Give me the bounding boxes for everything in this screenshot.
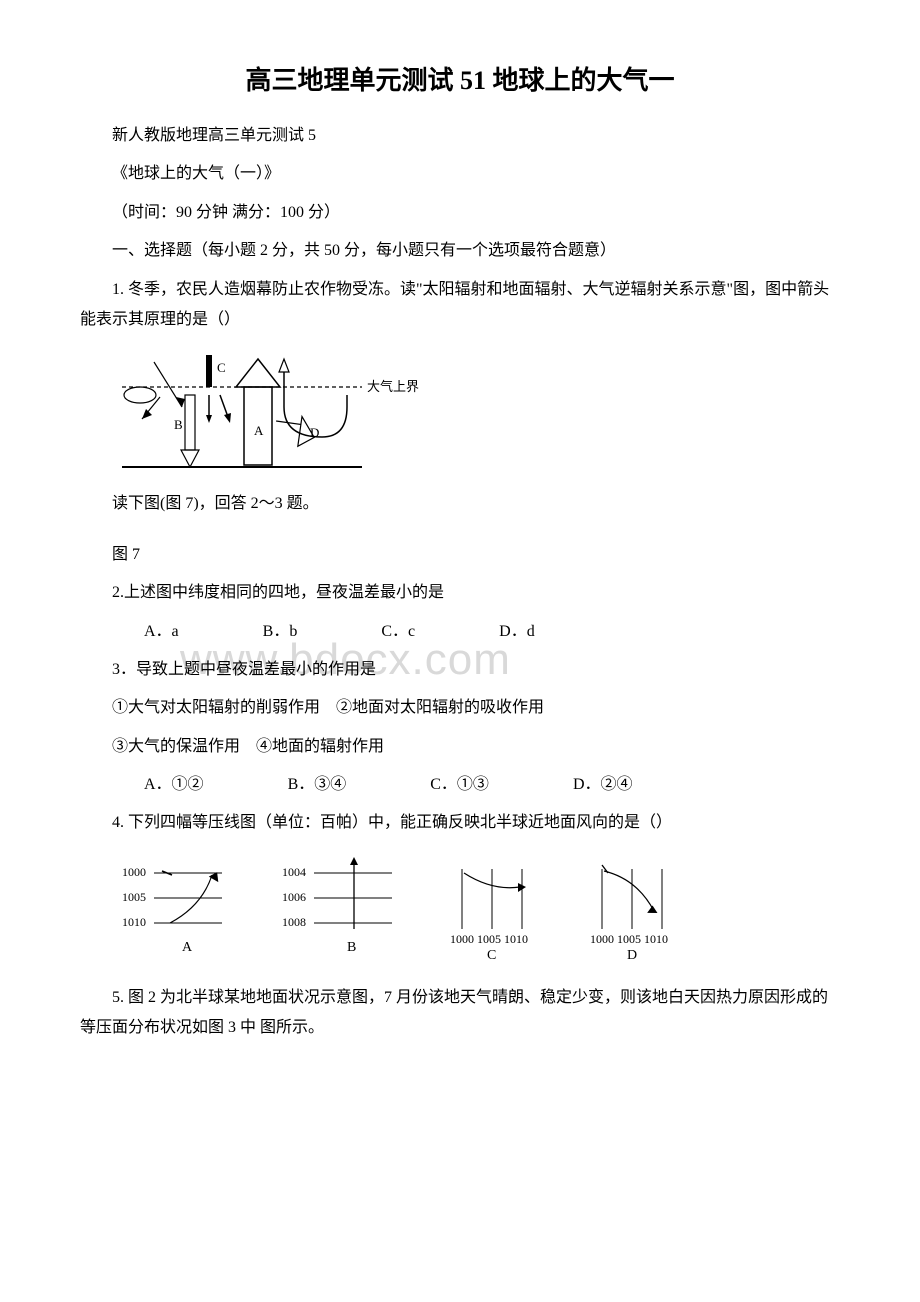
fig2-a-1005: 1005 — [122, 890, 146, 904]
section-heading: 一、选择题（每小题 2 分，共 50 分，每小题只有一个选项最符合题意） — [80, 236, 840, 266]
fig2-a-letter: A — [182, 940, 193, 955]
question-4: 4. 下列四幅等压线图（单位：百帕）中，能正确反映北半球近地面风向的是（） — [80, 808, 840, 838]
fig2-b-1006: 1006 — [282, 890, 306, 904]
fig2-d-letter: D — [627, 948, 637, 963]
question-1: 1. 冬季，农民人造烟幕防止农作物受冻。读"太阳辐射和地面辐射、大气逆辐射关系示… — [80, 275, 840, 336]
page-title: 高三地理单元测试 51 地球上的大气一 — [80, 60, 840, 97]
fig2-b-1008: 1008 — [282, 915, 306, 929]
fig1-label-c: C — [217, 360, 226, 375]
subtitle-line-2: 《地球上的大气（一）》 — [80, 159, 840, 189]
question-3-line2: ③大气的保温作用 ④地面的辐射作用 — [80, 732, 840, 762]
subtitle-line-1: 新人教版地理高三单元测试 5 — [80, 121, 840, 151]
q2-opt-b: B．b — [231, 617, 298, 647]
question-3: 3．导致上题中昼夜温差最小的作用是 — [80, 655, 840, 685]
q3-opt-d: D．②④ — [541, 770, 633, 800]
fig2-a-1000: 1000 — [122, 865, 146, 879]
fig2-b-1004: 1004 — [282, 865, 306, 879]
fig2-a-1010: 1010 — [122, 915, 146, 929]
fig2-b-letter: B — [347, 940, 356, 955]
time-info: （时间：90 分钟 满分：100 分） — [80, 198, 840, 228]
fig2-c-bottom: 1000 1005 1010 — [450, 932, 528, 946]
question-5: 5. 图 2 为北半球某地地面状况示意图，7 月份该地天气晴朗、稳定少变，则该地… — [80, 983, 840, 1044]
q3-opt-a: A．①② — [112, 770, 204, 800]
fig1-label-b: B — [174, 417, 183, 432]
question-3-line1: ①大气对太阳辐射的削弱作用 ②地面对太阳辐射的吸收作用 — [80, 693, 840, 723]
question-3-options: A．①② B．③④ C．①③ D．②④ — [80, 770, 840, 800]
question-2: 2.上述图中纬度相同的四地，昼夜温差最小的是 — [80, 578, 840, 608]
question-2-intro: 读下图(图 7)，回答 2～3 题。 — [80, 489, 840, 519]
q2-opt-d: D．d — [467, 617, 535, 647]
fig1-label-a: A — [254, 423, 264, 438]
q2-opt-a: A．a — [112, 617, 179, 647]
figure-1-radiation-diagram: 大气上界 C B A — [112, 347, 432, 477]
document-content: 高三地理单元测试 51 地球上的大气一 新人教版地理高三单元测试 5 《地球上的… — [80, 60, 840, 1044]
fig2-d-bottom: 1000 1005 1010 — [590, 932, 668, 946]
figure-2-isobar-diagrams: 1000 1005 1010 A 1004 1006 1008 — [112, 851, 732, 971]
q3-opt-c: C．①③ — [398, 770, 489, 800]
question-2-options: A．a B．b C．c D．d — [80, 617, 840, 647]
fig1-label-d: D — [310, 425, 319, 440]
fig1-boundary-label: 大气上界 — [367, 379, 419, 394]
q3-opt-b: B．③④ — [256, 770, 347, 800]
q2-opt-c: C．c — [349, 617, 415, 647]
figure-7-label: 图 7 — [80, 540, 840, 570]
fig2-c-letter: C — [487, 948, 496, 963]
